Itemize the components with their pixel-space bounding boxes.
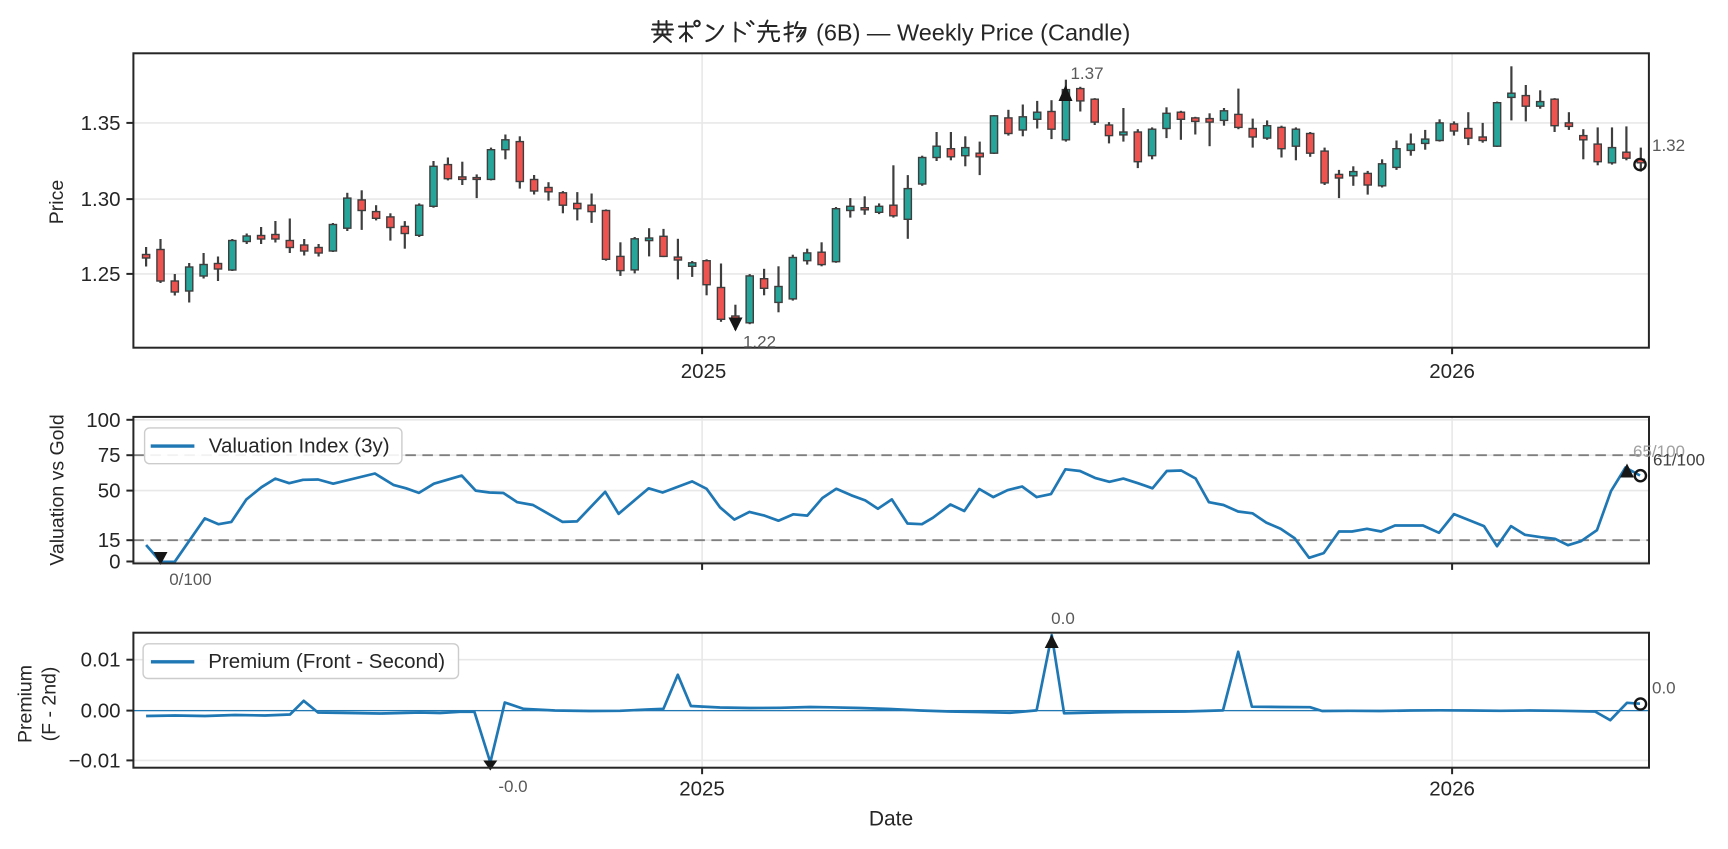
- svg-text:Premium: Premium: [15, 665, 37, 743]
- svg-text:2025: 2025: [679, 778, 725, 801]
- svg-text:0/100: 0/100: [169, 570, 212, 589]
- svg-text:1.25: 1.25: [81, 263, 121, 286]
- svg-text:0.01: 0.01: [81, 649, 121, 672]
- svg-text:50: 50: [98, 480, 121, 503]
- svg-text:2025: 2025: [681, 360, 727, 383]
- svg-text:2026: 2026: [1429, 778, 1475, 801]
- svg-text:(F - 2nd): (F - 2nd): [38, 667, 60, 742]
- svg-text:100: 100: [86, 409, 120, 432]
- svg-text:Premium (Front - Second): Premium (Front - Second): [208, 650, 445, 673]
- svg-text:Price: Price: [46, 180, 68, 224]
- svg-text:1.22: 1.22: [743, 333, 776, 352]
- svg-text:−0.01: −0.01: [69, 749, 121, 772]
- svg-text:Valuation vs Gold: Valuation vs Gold: [47, 414, 69, 565]
- svg-text:0: 0: [109, 551, 120, 574]
- svg-text:1.35: 1.35: [81, 112, 121, 135]
- svg-text:0.00: 0.00: [81, 700, 121, 723]
- svg-text:15: 15: [98, 529, 121, 552]
- svg-text:1.30: 1.30: [81, 188, 121, 211]
- svg-text:(6B) — Weekly Price (Candle): (6B) — Weekly Price (Candle): [816, 20, 1130, 46]
- svg-text:61/100: 61/100: [1653, 451, 1705, 470]
- svg-text:-0.0: -0.0: [498, 777, 527, 796]
- svg-text:2026: 2026: [1429, 360, 1475, 383]
- svg-text:Date: Date: [869, 808, 913, 831]
- svg-text:75: 75: [98, 444, 121, 467]
- svg-text:1.32: 1.32: [1652, 136, 1685, 155]
- svg-text:1.37: 1.37: [1070, 64, 1103, 83]
- svg-text:65/100: 65/100: [1633, 442, 1685, 461]
- svg-text:0.0: 0.0: [1652, 679, 1676, 698]
- svg-text:Valuation Index (3y): Valuation Index (3y): [209, 435, 390, 458]
- svg-text:0.0: 0.0: [1051, 609, 1075, 628]
